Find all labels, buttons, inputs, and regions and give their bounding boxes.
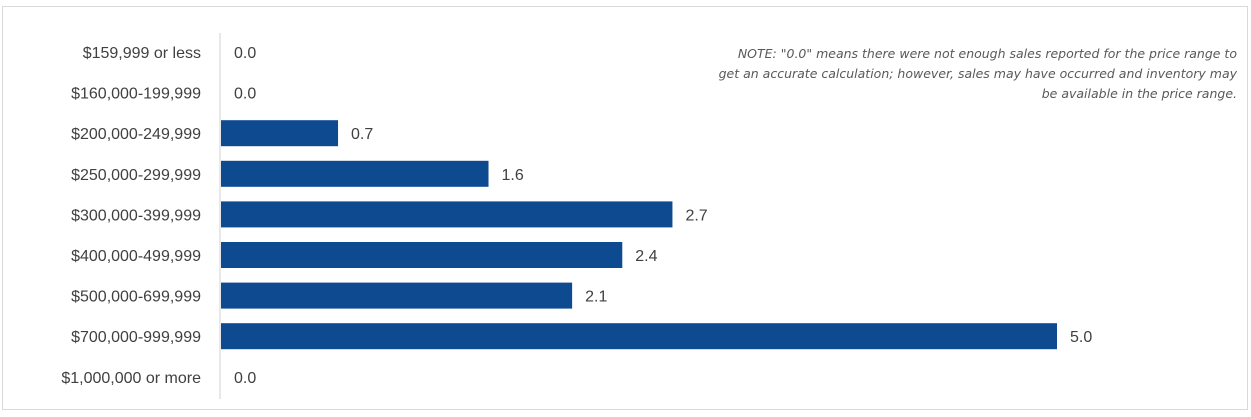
bar	[221, 242, 623, 268]
category-label: $300,000-399,999	[71, 207, 201, 224]
value-label: 5.0	[1070, 329, 1092, 346]
category-labels-group: $159,999 or less $160,000-199,999 $200,000…	[61, 45, 201, 387]
category-label: $250,000-299,999	[71, 167, 201, 184]
value-label: 2.4	[635, 248, 657, 265]
value-label: 2.7	[685, 207, 707, 224]
value-label: 0.0	[234, 45, 256, 62]
price-range-bar-chart: $159,999 or less $160,000-199,999 $200,000…	[61, 33, 1092, 399]
bar	[221, 323, 1057, 350]
value-label: 2.1	[585, 289, 607, 306]
category-label: $160,000-199,999	[71, 86, 201, 103]
category-label: $159,999 or less	[83, 45, 201, 62]
bars-group	[221, 120, 1057, 350]
category-label: $200,000-249,999	[71, 126, 201, 143]
value-label: 0.0	[234, 370, 256, 387]
bar	[221, 282, 573, 309]
value-label: 0.7	[351, 126, 373, 143]
chart-frame: $159,999 or less $160,000-199,999 $200,000…	[2, 6, 1248, 410]
value-labels-group: 0.0 0.0 0.7 1.6 2.7 2.4 2.1 5.0 0.0	[234, 45, 1092, 387]
value-label: 1.6	[502, 167, 524, 184]
bar	[221, 120, 339, 147]
category-label: $400,000-499,999	[71, 248, 201, 265]
category-label: $500,000-699,999	[71, 289, 201, 306]
value-label: 0.0	[234, 86, 256, 103]
category-label: $700,000-999,999	[71, 329, 201, 346]
bar	[221, 160, 489, 187]
bar	[221, 201, 673, 228]
chart-note: NOTE: "0.0" means there were not enough …	[718, 46, 1237, 101]
category-label: $1,000,000 or more	[61, 370, 201, 387]
